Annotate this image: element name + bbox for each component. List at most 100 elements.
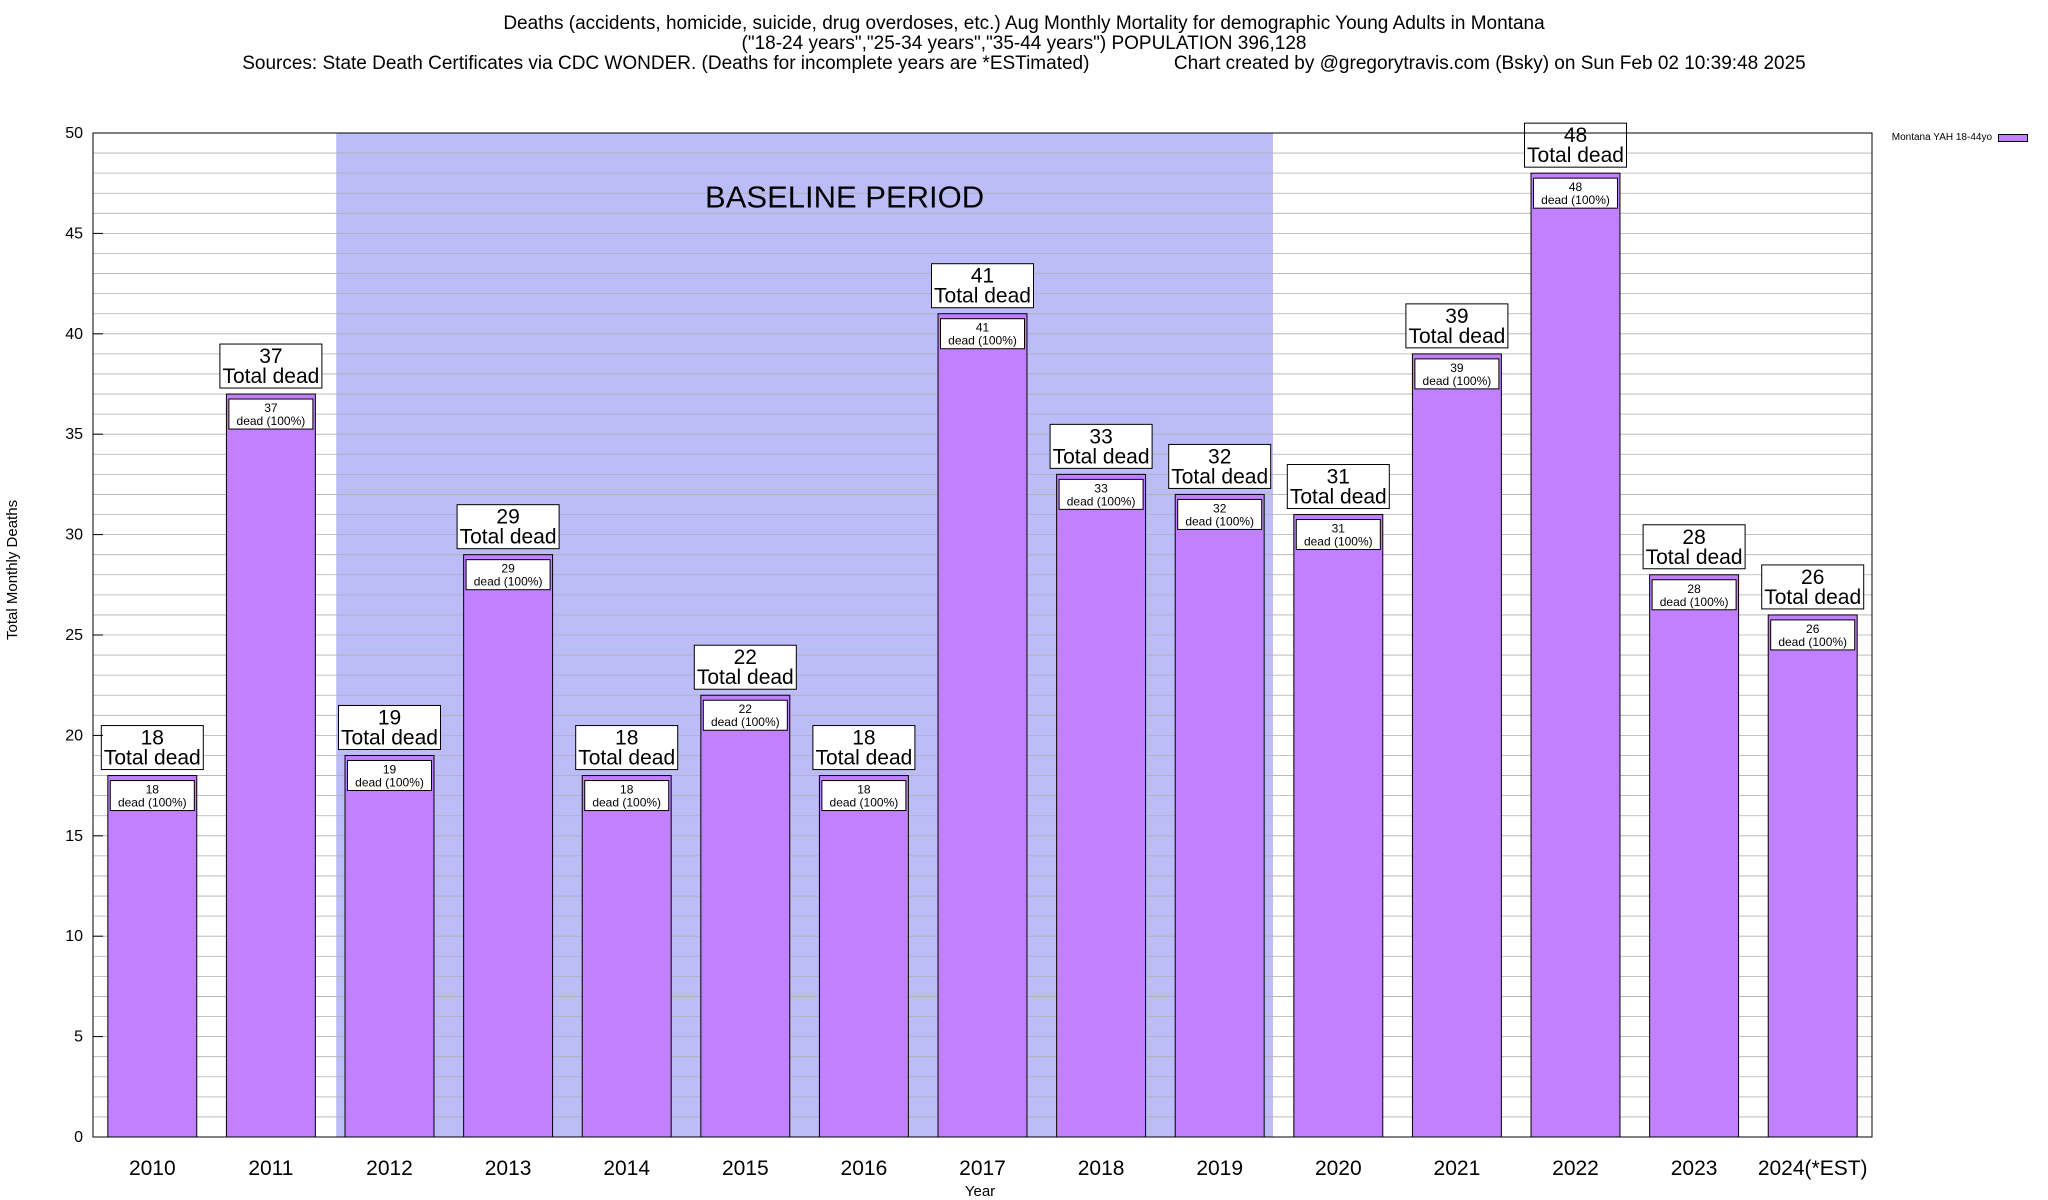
top-label-value: 48	[1564, 124, 1587, 147]
inner-label-text: dead (100%)	[1304, 535, 1373, 549]
bar-2017	[937, 313, 1028, 1138]
y-tick-label: 15	[65, 828, 83, 845]
inner-label-value: 31	[1332, 522, 1346, 536]
inner-label-text: dead (100%)	[1660, 595, 1729, 609]
inner-label-box	[347, 759, 432, 791]
x-tick-label: 2019	[1196, 1157, 1243, 1180]
top-label-value: 18	[852, 727, 875, 750]
inner-label-value: 26	[1806, 622, 1820, 636]
top-label-value: 31	[1327, 466, 1350, 489]
bar-2011	[225, 393, 316, 1138]
inner-label-value: 32	[1213, 501, 1227, 515]
x-tick-label: 2020	[1315, 1157, 1362, 1180]
top-label-box	[1524, 122, 1627, 168]
x-tick-label: 2022	[1552, 1157, 1599, 1180]
top-label-value: 29	[496, 506, 519, 529]
title-sources: Sources: State Death Certificates via CD…	[242, 53, 1090, 74]
y-tick-label: 40	[65, 326, 83, 343]
inner-label-box	[702, 699, 788, 731]
top-label-text: Total dead	[1408, 325, 1505, 348]
top-label-box	[338, 704, 441, 750]
bar-2019	[1174, 493, 1265, 1138]
inner-label-box	[1058, 478, 1144, 510]
inner-label-value: 48	[1569, 180, 1583, 194]
top-label-box	[219, 343, 323, 389]
top-label-value: 28	[1682, 526, 1705, 549]
top-label-text: Total dead	[1646, 546, 1743, 569]
top-label-box	[1168, 443, 1272, 489]
x-tick-label: 2018	[1078, 1157, 1125, 1180]
top-label-text: Total dead	[697, 666, 794, 689]
inner-label-text: dead (100%)	[118, 796, 187, 810]
top-label-value: 22	[734, 646, 757, 669]
inner-label-text: dead (100%)	[948, 334, 1017, 348]
inner-label-text: dead (100%)	[592, 796, 661, 810]
top-label-text: Total dead	[1764, 586, 1861, 609]
inner-label-value: 29	[501, 562, 515, 576]
inner-label-value: 19	[383, 762, 397, 776]
inner-label-value: 41	[976, 321, 990, 335]
x-tick-label: 2011	[248, 1157, 293, 1180]
top-label-text: Total dead	[578, 747, 675, 770]
inner-label-value: 33	[1094, 481, 1108, 495]
top-label-box	[1049, 423, 1153, 469]
top-label-value: 32	[1208, 445, 1231, 468]
inner-label-value: 18	[146, 783, 160, 797]
bar-2013	[463, 554, 554, 1138]
y-tick-label: 20	[65, 727, 83, 744]
inner-label-text: dead (100%)	[1778, 635, 1847, 649]
inner-label-text: dead (100%)	[237, 414, 306, 428]
bar-2024(*EST)	[1767, 614, 1858, 1138]
y-tick-label: 25	[65, 627, 83, 644]
y-axis-label: Total Monthly Deaths	[4, 499, 21, 640]
top-label-text: Total dead	[1527, 144, 1624, 167]
title-line-2: ("18-24 years","25-34 years","35-44 year…	[741, 33, 1307, 54]
x-tick-label: 2016	[841, 1157, 888, 1180]
chart-title: Deaths (accidents, homicide, suicide, dr…	[0, 14, 2048, 74]
inner-label-box	[584, 780, 670, 812]
top-label-value: 18	[615, 727, 638, 750]
inner-label-box	[1414, 358, 1500, 390]
bar-2014	[581, 775, 672, 1138]
inner-label-box	[821, 780, 907, 812]
x-axis-label: Year	[964, 1183, 996, 1200]
bar-2022	[1530, 172, 1621, 1138]
top-label-text: Total dead	[1053, 445, 1150, 468]
top-label-box	[456, 504, 560, 550]
inner-label-text: dead (100%)	[830, 796, 899, 810]
bar-2010	[107, 775, 198, 1138]
inner-label-box	[465, 559, 551, 591]
bar-2020	[1293, 514, 1384, 1138]
y-tick-label: 0	[74, 1129, 83, 1146]
top-label-box	[931, 263, 1034, 309]
bar-2016	[818, 775, 909, 1138]
inner-label-value: 18	[857, 783, 871, 797]
x-tick-label: 2023	[1671, 1157, 1718, 1180]
title-line-1: Deaths (accidents, homicide, suicide, dr…	[503, 13, 1545, 34]
inner-label-value: 28	[1687, 582, 1701, 596]
inner-label-text: dead (100%)	[1423, 374, 1492, 388]
title-credit: Chart created by @gregorytravis.com (Bsk…	[1173, 53, 1806, 74]
inner-label-box	[109, 780, 195, 812]
legend-swatch	[1998, 133, 2028, 142]
top-label-text: Total dead	[222, 365, 319, 388]
x-tick-label: 2024(*EST)	[1758, 1157, 1868, 1180]
inner-label-value: 37	[264, 401, 278, 415]
top-label-value: 33	[1089, 425, 1112, 448]
bar-2012	[344, 754, 435, 1138]
top-label-value: 41	[971, 265, 994, 288]
y-tick-label: 30	[65, 527, 83, 544]
top-label-value: 19	[378, 706, 401, 729]
inner-label-text: dead (100%)	[711, 715, 780, 729]
y-tick-label: 35	[65, 426, 83, 443]
x-tick-label: 2015	[722, 1157, 769, 1180]
title-line-3: Sources: State Death Certificates via CD…	[0, 54, 2048, 74]
top-label-value: 39	[1445, 305, 1468, 328]
top-label-box	[100, 725, 204, 771]
bar-2015	[700, 694, 791, 1138]
top-label-text: Total dead	[460, 526, 557, 549]
y-tick-label: 45	[65, 225, 83, 242]
bar-2023	[1649, 574, 1740, 1138]
legend: Montana YAH 18-44yo	[1892, 132, 2028, 143]
